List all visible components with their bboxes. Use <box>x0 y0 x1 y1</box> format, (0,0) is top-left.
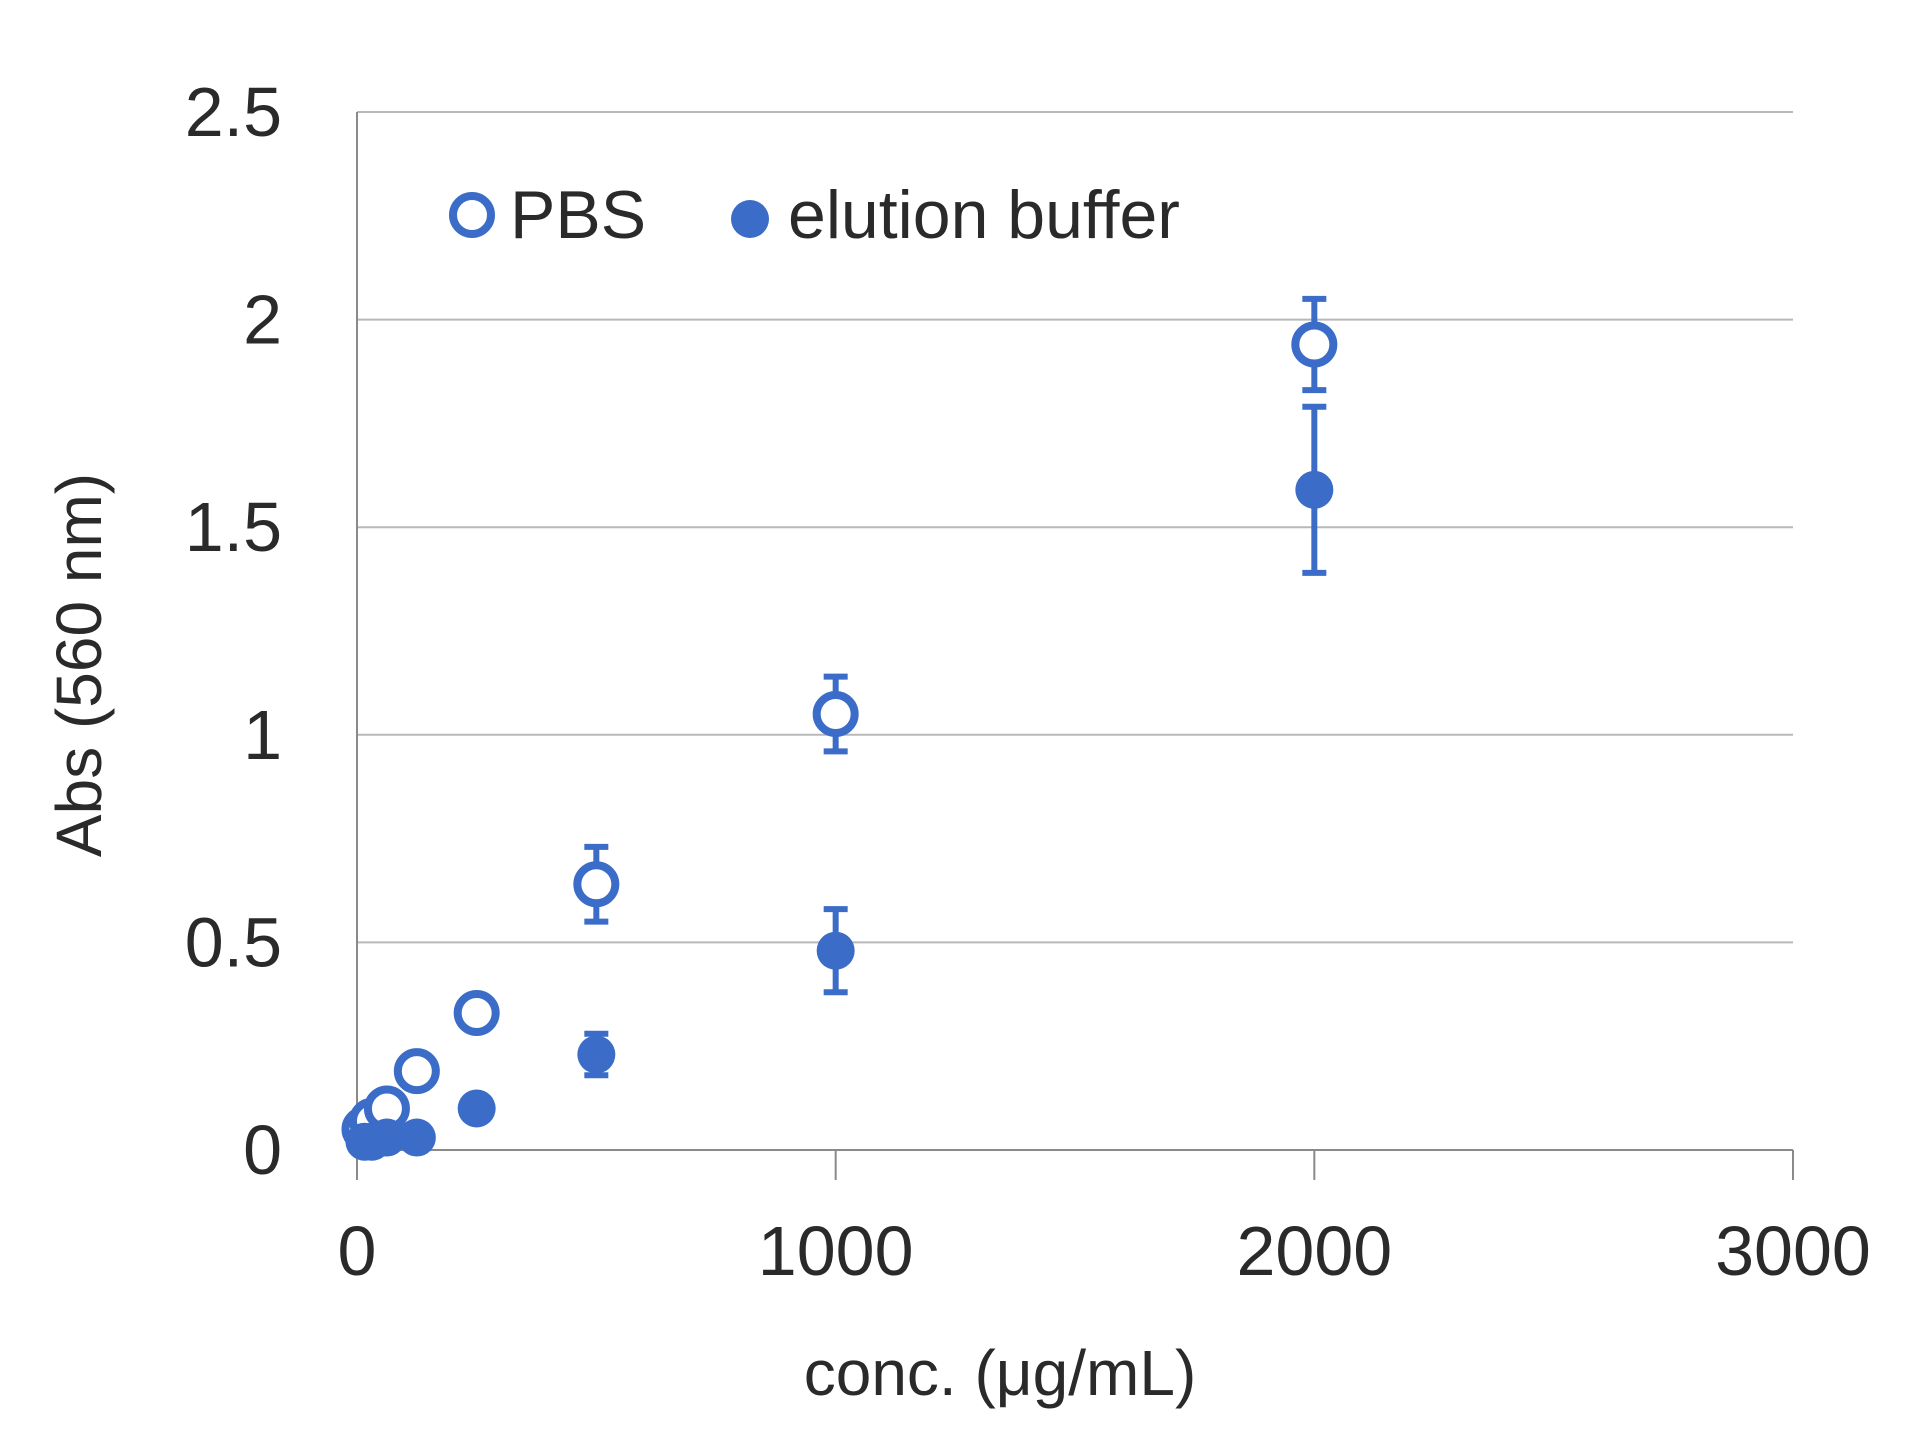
data-point-pbs <box>812 691 859 738</box>
data-point-pbs <box>393 1048 440 1095</box>
legend: PBS elution buffer <box>449 177 1180 253</box>
gridlines <box>357 111 1793 944</box>
y-tick-label: 1.5 <box>185 488 282 566</box>
x-tick-label: 2000 <box>1236 1212 1392 1290</box>
data-point-elution-buffer <box>457 1089 496 1128</box>
y-tick-label: 2 <box>243 281 282 359</box>
legend-label-elution-buffer: elution buffer <box>788 177 1180 253</box>
legend-marker-elution-buffer <box>731 200 769 238</box>
x-tick-labels: 0 1000 2000 3000 <box>338 1212 1871 1290</box>
y-tick-label: 0 <box>243 1111 282 1189</box>
axes <box>356 112 1794 1180</box>
data-points <box>341 321 1338 1161</box>
x-tick-label: 0 <box>338 1212 377 1290</box>
y-tick-label: 2.5 <box>185 73 282 151</box>
y-tick-label: 1 <box>243 696 282 774</box>
data-point-elution-buffer <box>816 931 855 970</box>
x-tick-label: 1000 <box>758 1212 914 1290</box>
data-point-pbs <box>1291 321 1338 368</box>
x-tick-label: 3000 <box>1715 1212 1871 1290</box>
legend-marker-pbs <box>449 192 495 238</box>
data-point-elution-buffer <box>577 1035 616 1074</box>
data-point-pbs <box>573 861 620 908</box>
y-tick-labels: 0 0.5 1 1.5 2 2.5 <box>185 73 282 1189</box>
x-axis-title: conc. (μg/mL) <box>804 1337 1197 1409</box>
data-point-elution-buffer <box>397 1118 436 1157</box>
y-axis-title: Abs (560 nm) <box>43 473 115 857</box>
data-point-pbs <box>453 989 500 1036</box>
data-point-elution-buffer <box>1295 470 1334 509</box>
data-point-elution-buffer <box>367 1118 406 1157</box>
legend-label-pbs: PBS <box>510 177 646 253</box>
y-tick-label: 0.5 <box>185 903 282 981</box>
